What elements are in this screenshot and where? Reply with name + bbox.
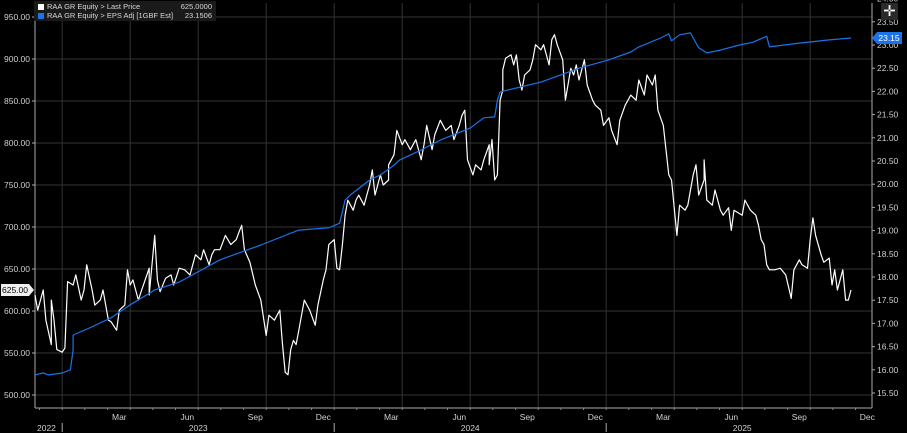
left-tick-label: 550.00 bbox=[4, 348, 30, 358]
x-year-label: 2023 bbox=[189, 423, 208, 433]
legend-value: 23.1506 bbox=[184, 11, 212, 20]
right-tick-label: 21.00 bbox=[877, 133, 899, 143]
right-tick-label: 23.00 bbox=[877, 40, 899, 50]
x-month-label: Dec bbox=[860, 412, 876, 422]
eps-line bbox=[34, 32, 852, 376]
right-tick-label: 15.50 bbox=[877, 388, 899, 398]
last-price-line bbox=[34, 34, 852, 376]
left-tick-label: 750.00 bbox=[4, 180, 30, 190]
series-group bbox=[34, 32, 852, 376]
x-month-label: Mar bbox=[384, 412, 399, 422]
eps-tag bbox=[872, 32, 902, 45]
x-month-label: Mar bbox=[656, 412, 671, 422]
last-price-tag-label: 625.00 bbox=[2, 285, 28, 295]
legend-value: 625.0000 bbox=[180, 2, 212, 11]
left-tick-label: 500.00 bbox=[4, 390, 30, 400]
x-month-label: Jun bbox=[180, 412, 194, 422]
left-tick-label: 650.00 bbox=[4, 264, 30, 274]
right-tick-label: 23.50 bbox=[877, 17, 899, 27]
x-month-label: Sep bbox=[248, 412, 263, 422]
left-tick-label: 850.00 bbox=[4, 96, 30, 106]
x-year-label: 2025 bbox=[733, 423, 752, 433]
right-tick-label: 16.50 bbox=[877, 342, 899, 352]
legend-label: RAA GR Equity > EPS Adj [1GBF Est] bbox=[47, 11, 174, 20]
crosshair-icon[interactable]: ✛ bbox=[881, 3, 898, 20]
right-tick-label: 21.50 bbox=[877, 110, 899, 120]
legend-item-last-price[interactable]: RAA GR Equity > Last Price 625.0000 bbox=[38, 2, 212, 11]
right-tick-label: 22.00 bbox=[877, 86, 899, 96]
legend-item-eps[interactable]: RAA GR Equity > EPS Adj [1GBF Est] 23.15… bbox=[38, 11, 212, 20]
gridlines bbox=[35, 3, 872, 408]
x-year-label: 2024 bbox=[461, 423, 480, 433]
x-month-label: Dec bbox=[588, 412, 604, 422]
right-tick-label: 24.00 bbox=[877, 0, 899, 4]
eps-tag-label: 23.15 bbox=[878, 33, 900, 43]
x-month-label: Mar bbox=[112, 412, 127, 422]
left-tick-label: 950.00 bbox=[4, 12, 30, 22]
legend: RAA GR Equity > Last Price 625.0000 RAA … bbox=[34, 1, 216, 21]
x-month-label: Jun bbox=[452, 412, 466, 422]
right-tick-label: 17.50 bbox=[877, 295, 899, 305]
right-tick-label: 20.00 bbox=[877, 179, 899, 189]
right-tick-label: 18.00 bbox=[877, 272, 899, 282]
right-tick-label: 19.00 bbox=[877, 226, 899, 236]
right-tick-label: 17.00 bbox=[877, 318, 899, 328]
left-tick-label: 600.00 bbox=[4, 306, 30, 316]
axes bbox=[32, 3, 875, 432]
left-tick-label: 700.00 bbox=[4, 222, 30, 232]
x-month-label: Jun bbox=[724, 412, 738, 422]
x-month-label: Sep bbox=[520, 412, 535, 422]
right-tick-label: 18.50 bbox=[877, 249, 899, 259]
legend-swatch-blue bbox=[38, 12, 44, 19]
left-tick-label: 900.00 bbox=[4, 54, 30, 64]
legend-swatch-white bbox=[38, 3, 44, 10]
x-year-label: 2022 bbox=[37, 423, 56, 433]
x-month-label: Sep bbox=[792, 412, 807, 422]
right-tick-label: 22.50 bbox=[877, 63, 899, 73]
left-tick-label: 800.00 bbox=[4, 138, 30, 148]
right-tick-label: 19.50 bbox=[877, 202, 899, 212]
right-tick-label: 16.00 bbox=[877, 365, 899, 375]
legend-label: RAA GR Equity > Last Price bbox=[47, 2, 141, 11]
last-price-tag bbox=[1, 284, 34, 296]
right-tick-label: 20.50 bbox=[877, 156, 899, 166]
x-month-label: Dec bbox=[316, 412, 332, 422]
